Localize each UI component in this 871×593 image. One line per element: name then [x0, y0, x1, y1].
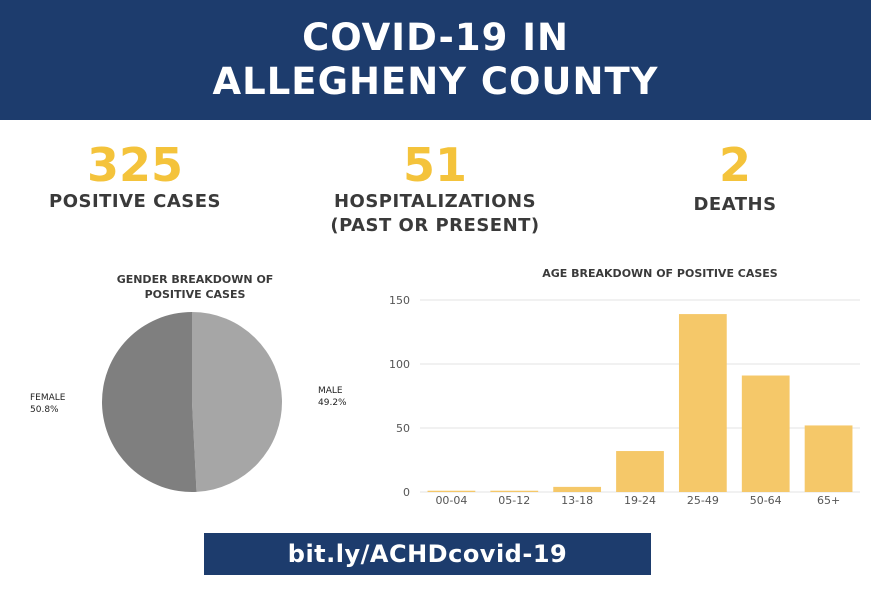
x-tick-label: 65+: [817, 494, 840, 507]
bar-19-24: [616, 451, 664, 492]
bar-13-18: [553, 486, 602, 492]
pie-label-male: MALE 49.2%: [318, 385, 347, 409]
deaths-label: DEATHS: [693, 194, 777, 215]
y-tick-label: 50: [396, 422, 410, 435]
x-tick-label: 50-64: [750, 494, 782, 507]
pie-label-male-name: MALE: [318, 386, 343, 396]
x-tick-label: 19-24: [624, 494, 656, 507]
x-tick-label: 05-12: [498, 494, 530, 507]
x-tick-label: 13-18: [561, 494, 593, 507]
title-line-1: COVID-19 IN: [302, 16, 569, 59]
pie-title-line-2: POSITIVE CASES: [144, 288, 246, 301]
y-tick-label: 0: [403, 486, 410, 499]
bar-25-49: [678, 314, 727, 492]
pie-slice-male: [192, 312, 282, 492]
gender-pie-chart: [101, 312, 282, 492]
age-bar-chart: 0 50 100 150 00-04 05-12 13-18 19-24 25-49 50-64 6…: [389, 294, 860, 507]
bar-65+: [804, 425, 853, 492]
footer-link[interactable]: bit.ly/ACHDcovid-19: [287, 540, 568, 568]
pie-slice-female: [101, 312, 197, 492]
stat-deaths: 2 DEATHS: [660, 140, 810, 217]
deaths-value: 2: [718, 138, 751, 192]
hospitalizations-label-line-2: (PAST OR PRESENT): [330, 215, 540, 236]
pie-title-line-1: GENDER BREAKDOWN OF: [116, 273, 274, 286]
pie-label-female-value: 50.8%: [30, 405, 59, 415]
hospitalizations-value: 51: [402, 138, 467, 192]
pie-chart-title: GENDER BREAKDOWN OF POSITIVE CASES: [50, 272, 340, 302]
positive-cases-label: POSITIVE CASES: [49, 191, 221, 212]
pie-label-female-name: FEMALE: [30, 393, 66, 403]
bar-chart-title: AGE BREAKDOWN OF POSITIVE CASES: [542, 267, 778, 280]
title-line-2: ALLEGHENY COUNTY: [212, 60, 659, 103]
x-tick-label: 25-49: [687, 494, 719, 507]
stat-positive-cases: 325 POSITIVE CASES: [30, 140, 240, 214]
header-banner: COVID-19 IN ALLEGHENY COUNTY: [0, 0, 871, 120]
pie-label-female: FEMALE 50.8%: [30, 392, 66, 416]
stat-hospitalizations: 51 HOSPITALIZATIONS (PAST OR PRESENT): [300, 140, 570, 238]
y-tick-label: 150: [389, 294, 410, 307]
footer-link-banner[interactable]: bit.ly/ACHDcovid-19: [204, 533, 651, 575]
pie-label-male-value: 49.2%: [318, 398, 347, 408]
bar-50-64: [741, 375, 790, 492]
positive-cases-value: 325: [86, 138, 184, 192]
y-tick-label: 100: [389, 358, 410, 371]
x-tick-label: 00-04: [435, 494, 467, 507]
bar-05-12: [490, 490, 539, 492]
hospitalizations-label-line-1: HOSPITALIZATIONS: [333, 191, 537, 212]
bar-00-04: [427, 490, 476, 492]
